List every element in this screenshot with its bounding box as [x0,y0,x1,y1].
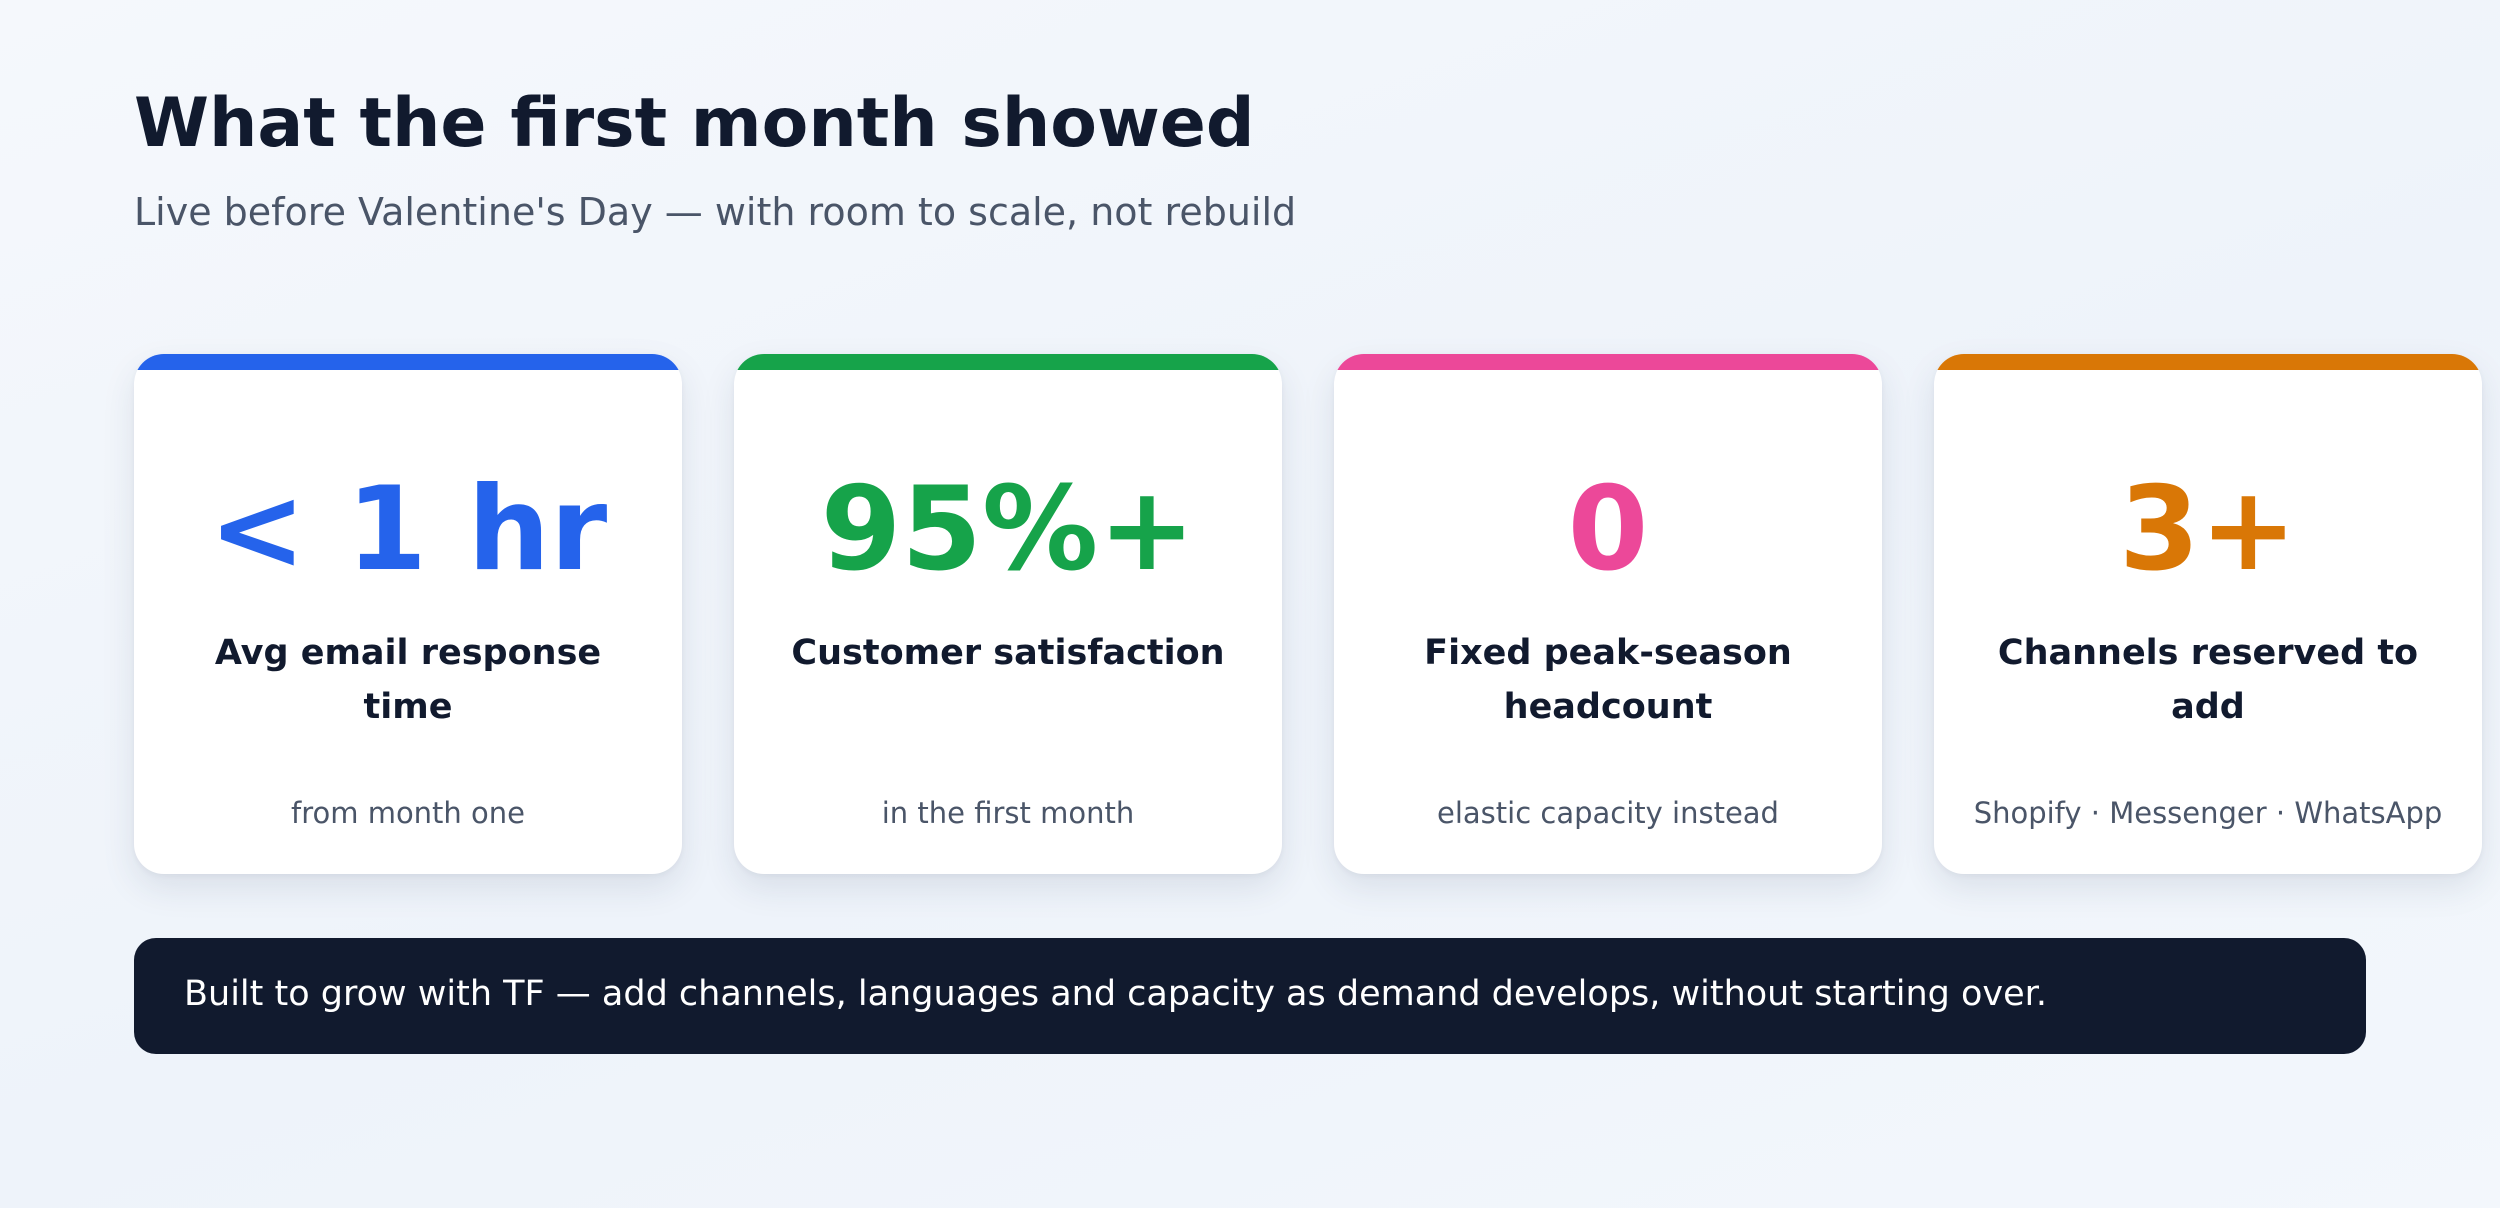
metric-value: 3+ [2119,462,2297,597]
metric-note: elastic capacity instead [1437,796,1779,830]
card-accent-bar [1334,354,1882,370]
metric-note: from month one [290,796,525,830]
metric-card-headcount: 0 Fixed peak-season headcount elastic ca… [1334,354,1882,874]
metric-value: 95%+ [820,462,1196,597]
metric-value: 0 [1567,462,1649,597]
banner-text: Built to grow with TF — add channels, la… [184,974,2047,1014]
metric-note: Shopify · Messenger · WhatsApp [1973,796,2443,830]
metric-label: Customer satisfaction [791,633,1225,673]
card-accent-bar [134,354,682,370]
page-title: What the first month showed [134,84,1255,163]
card-accent-bar [1934,354,2482,370]
metric-note: in the first month [881,796,1135,830]
metric-cards: < 1 hr Avg email response time from mont… [134,354,2484,874]
metric-label: Fixed peak-season headcount [1424,633,1792,727]
metric-card-response-time: < 1 hr Avg email response time from mont… [134,354,682,874]
metric-label: Channels reserved to add [1997,633,2419,727]
page-subtitle: Live before Valentine's Day — with room … [134,190,1297,234]
metric-card-channels: 3+ Channels reserved to add Shopify · Me… [1934,354,2482,874]
metric-value: < 1 hr [208,462,608,597]
summary-banner: Built to grow with TF — add channels, la… [134,938,2366,1054]
card-accent-bar [734,354,1282,370]
metric-card-satisfaction: 95%+ Customer satisfaction in the first … [734,354,1282,874]
metric-label: Avg email response time [214,633,602,727]
